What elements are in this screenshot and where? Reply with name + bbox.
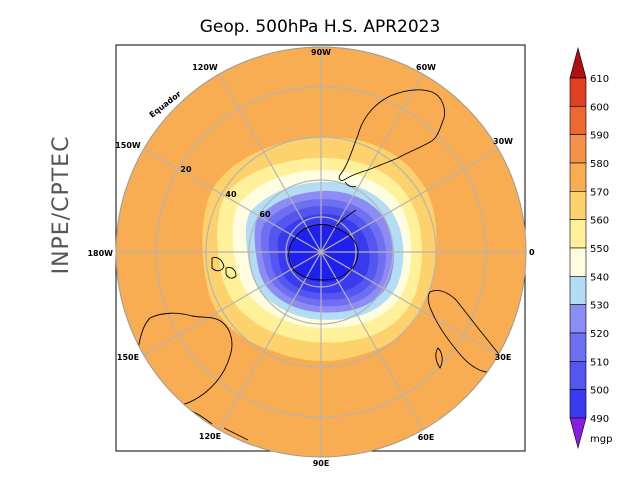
lon-label-60e: 60E — [418, 433, 435, 442]
colorbar-swatch — [569, 106, 587, 135]
colorbar-tick-label: 510 — [590, 357, 609, 368]
colorbar-swatch — [569, 389, 587, 419]
colorbar-tick-label: 540 — [590, 272, 609, 283]
map-disc-outline — [115, 46, 527, 458]
madagascar-coast — [435, 347, 443, 369]
lon-label-90e: 90E — [313, 459, 330, 468]
lon-label-90w: 90W — [311, 48, 331, 57]
colorbar-over-arrow — [569, 46, 587, 79]
colorbar-swatch — [569, 247, 587, 277]
colorbar-tick-label: 520 — [590, 329, 609, 340]
longitude-labels: 90W 60W 30W 0 30E 60E 90E 120E 150E 180W… — [87, 48, 535, 468]
antarctica-coast — [288, 224, 359, 281]
latitude-labels: 20 40 60 — [180, 165, 271, 219]
lon-label-120e: 120E — [199, 432, 221, 441]
lat-label-20: 20 — [180, 165, 192, 174]
antarctic-peninsula — [335, 209, 357, 227]
tierra-del-fuego — [344, 181, 357, 188]
south-america-coast — [338, 89, 445, 181]
colorbar-tick-label: 500 — [590, 386, 609, 397]
colorbar-swatch — [569, 361, 587, 390]
colorbar-swatch — [569, 134, 587, 164]
colorbar-swatch — [569, 332, 587, 362]
colorbar-tick-label: 580 — [590, 159, 609, 170]
colorbar-swatch — [569, 276, 587, 305]
contour-field — [116, 47, 526, 457]
lat-label-40: 40 — [225, 190, 237, 199]
side-label: INPE/CPTEC — [49, 136, 74, 275]
colorbar: 610 600 590 580 570 560 550 540 530 520 510 500 490 m… — [569, 46, 612, 450]
colorbar-unit-label: mgp — [590, 434, 612, 445]
colorbar-swatch — [569, 304, 587, 334]
colorbar-tick-label: 490 — [590, 414, 609, 425]
lon-label-60w: 60W — [416, 63, 436, 72]
colorbar-under-arrow — [569, 417, 587, 450]
lon-label-150w: 150W — [115, 141, 141, 150]
colorbar-swatch — [569, 162, 587, 192]
colorbar-tick-label: 570 — [590, 187, 609, 198]
lon-label-30e: 30E — [495, 353, 512, 362]
lon-label-30w: 30W — [493, 137, 513, 146]
colorbar-tick-label: 530 — [590, 301, 609, 312]
colorbar-swatch — [569, 219, 587, 249]
new-zealand-coast-2 — [225, 267, 237, 279]
map-title: Geop. 500hPa H.S. APR2023 — [200, 17, 441, 37]
colorbar-swatch — [569, 191, 587, 220]
colorbar-swatch — [569, 77, 587, 107]
lon-label-180w: 180W — [87, 249, 113, 258]
colorbar-tick-label: 560 — [590, 216, 609, 227]
lon-label-0: 0 — [529, 248, 535, 257]
lon-label-120w: 120W — [192, 63, 218, 72]
indonesia-coast-2 — [223, 427, 249, 441]
new-zealand-coast — [211, 257, 225, 272]
lon-label-150e: 150E — [117, 353, 139, 362]
colorbar-tick-label: 600 — [590, 102, 609, 113]
colorbar-tick-label: 550 — [590, 244, 609, 255]
colorbar-tick-label: 610 — [590, 74, 609, 85]
lat-label-60: 60 — [259, 210, 271, 219]
colorbar-tick-label: 590 — [590, 131, 609, 142]
